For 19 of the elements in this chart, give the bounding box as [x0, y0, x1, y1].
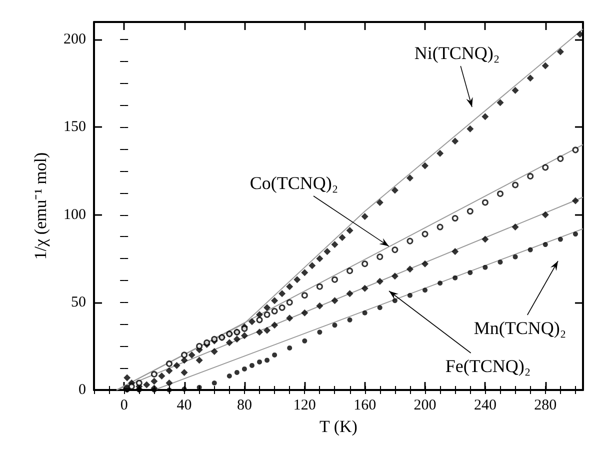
x-tick-label: 200 — [414, 398, 436, 414]
y-tick-label: 100 — [64, 206, 86, 223]
x-tick-label: 240 — [474, 398, 496, 414]
annotation: Ni(TCNQ)₂ — [414, 43, 500, 63]
y-tick-label: 200 — [64, 32, 86, 48]
x-tick-label: 120 — [293, 398, 316, 414]
x-tick-label: 160 — [354, 398, 376, 414]
x-tick-label: 280 — [534, 398, 557, 414]
annotation: Co(TCNQ)₂ — [250, 173, 338, 193]
y-tick-label: 150 — [64, 119, 86, 136]
y-tick-label: 0 — [78, 382, 86, 398]
annotation: Fe(TCNQ)₂ — [445, 356, 531, 376]
y-tick-label: 50 — [71, 294, 86, 310]
x-tick-label: 40 — [176, 398, 192, 414]
x-axis-title: T (K) — [320, 417, 358, 436]
annotation: Mn(TCNQ)₂ — [474, 318, 566, 338]
x-tick-label: 80 — [236, 398, 252, 414]
x-tick-label: 0 — [120, 398, 128, 414]
y-axis-title: 1/χ (emu⁻¹ mol) — [31, 152, 50, 260]
